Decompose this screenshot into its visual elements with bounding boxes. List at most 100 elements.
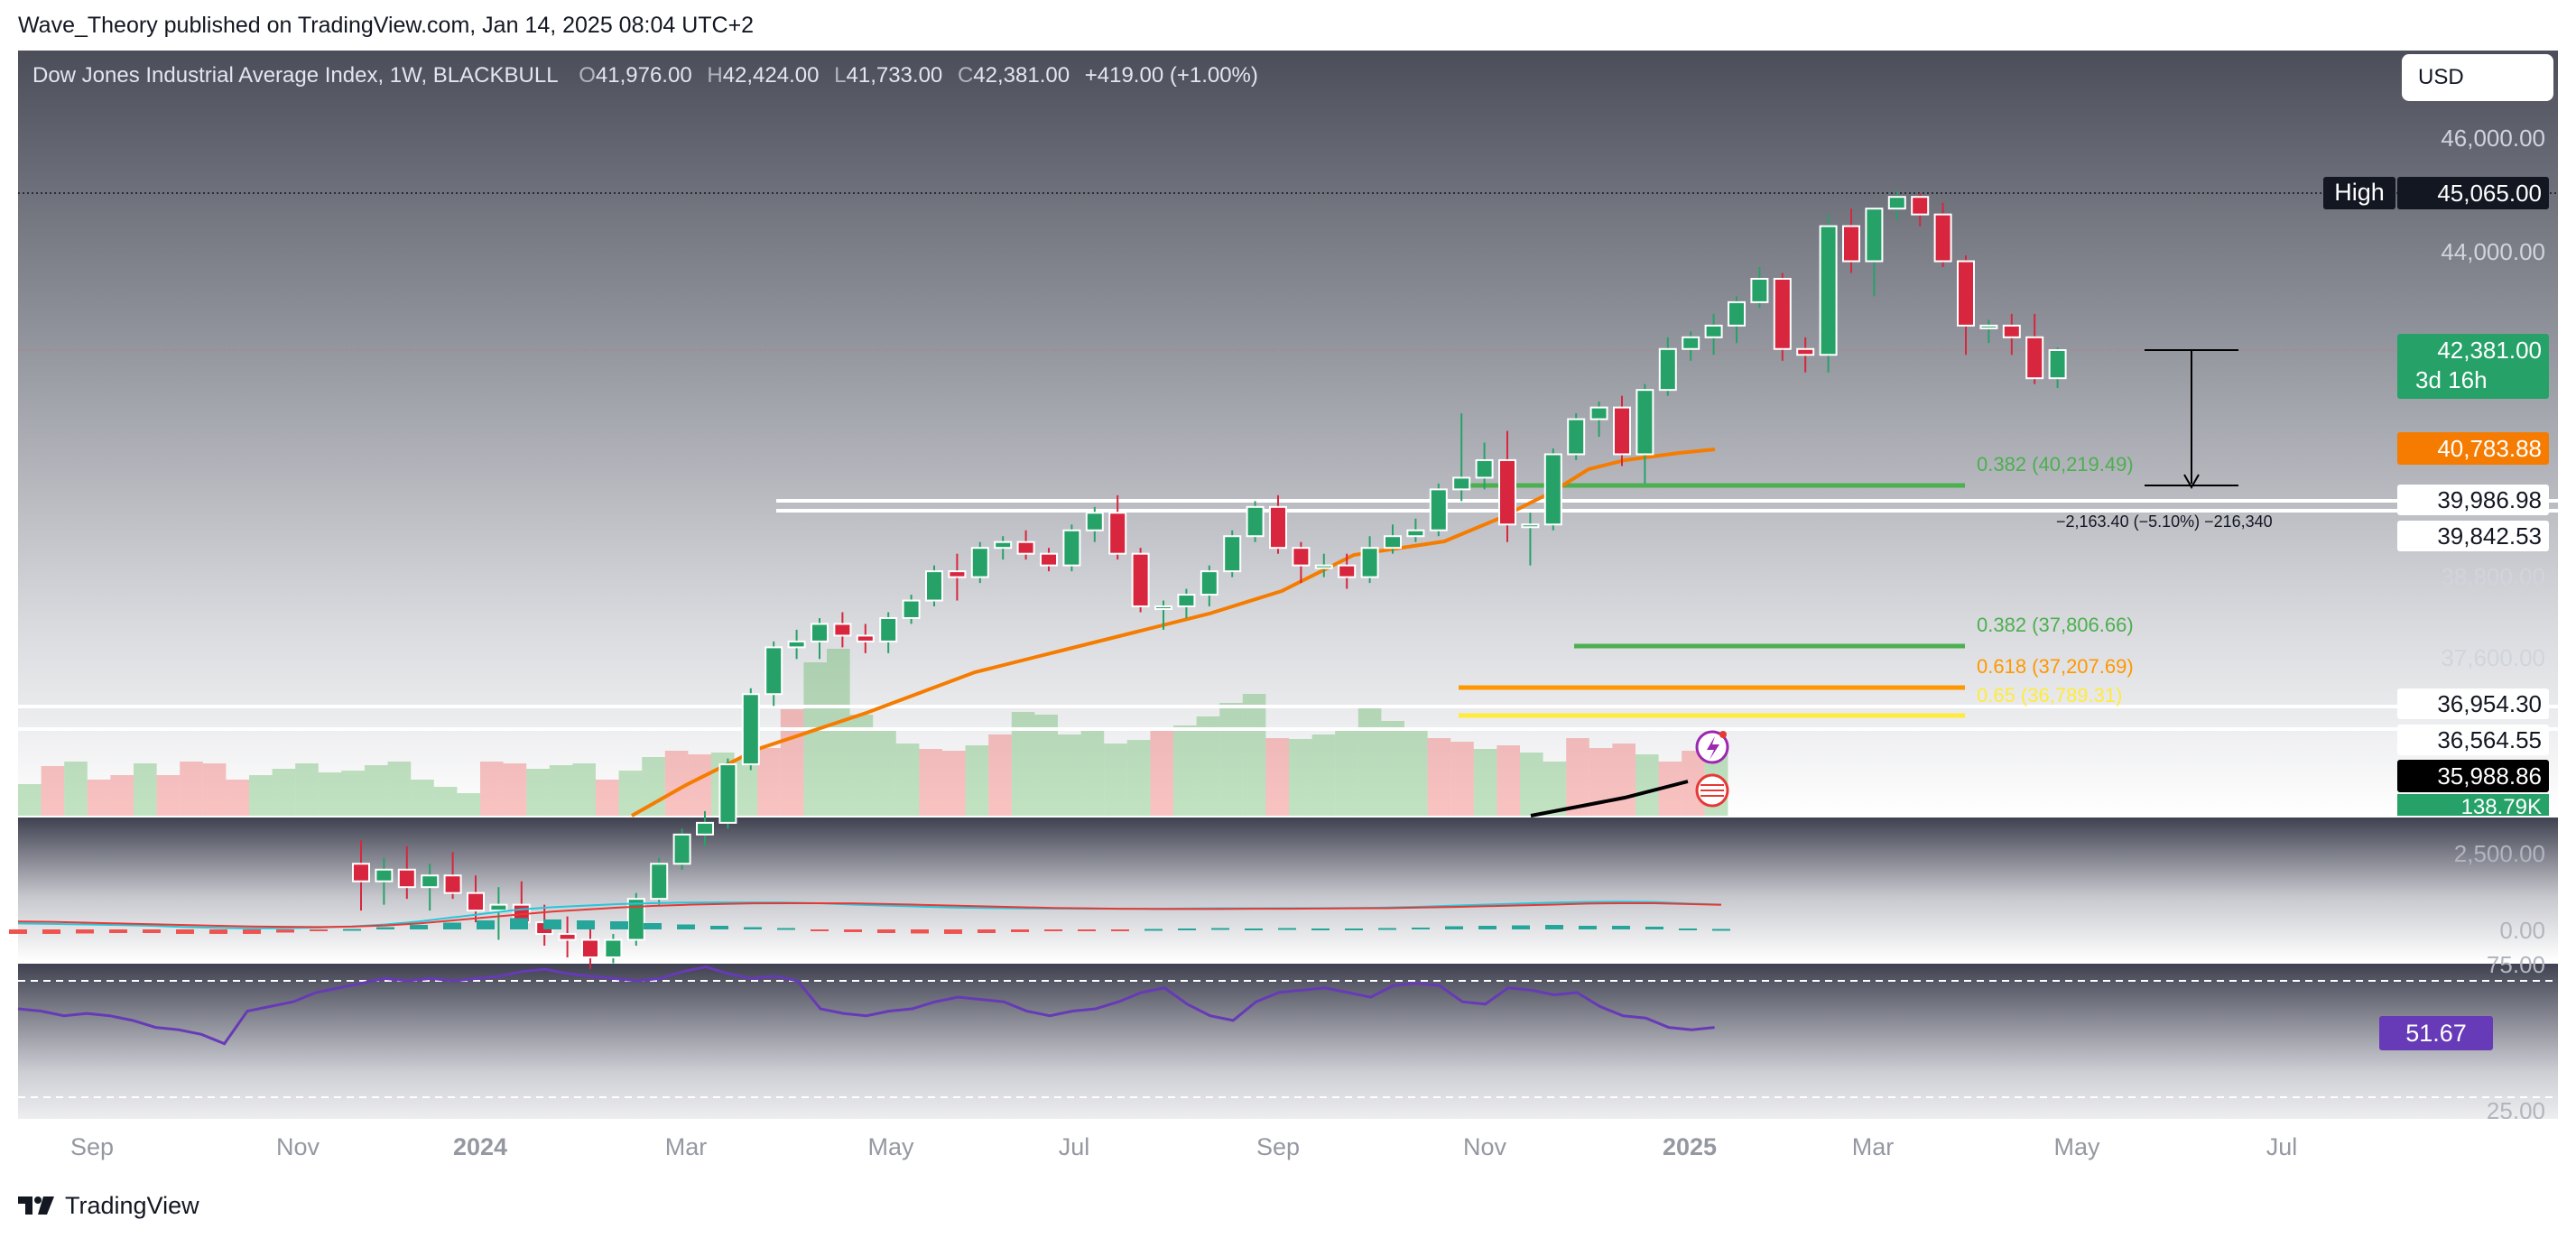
rsi-value-bg	[2379, 1016, 2493, 1050]
candle-body	[1384, 535, 1402, 550]
candle-body	[1085, 512, 1104, 531]
support-badge-2: 39,842.53	[2437, 522, 2542, 550]
currency-selector[interactable]: USD	[2402, 54, 2553, 101]
volume-bar	[1450, 742, 1474, 816]
rsi-pane[interactable]	[18, 964, 2558, 1144]
candle-body	[1223, 535, 1242, 573]
macd-histogram-bar	[877, 929, 895, 933]
macd-histogram-bar	[410, 925, 428, 929]
volume-bar	[895, 744, 920, 816]
candle-body	[489, 903, 508, 912]
volume-bar	[1566, 738, 1589, 816]
candle-body	[1314, 564, 1333, 569]
macd-histogram-bar	[577, 920, 595, 929]
macd-histogram-bar	[1044, 929, 1062, 931]
candle-body	[375, 868, 394, 882]
volume-bar	[272, 769, 296, 816]
macd-histogram-bar	[677, 924, 695, 929]
macd-histogram-bar	[978, 929, 996, 933]
volume-bar	[757, 748, 781, 816]
volume-bar	[1219, 703, 1243, 816]
candle-body	[1452, 476, 1471, 491]
candle-body	[1567, 418, 1586, 456]
annotations: −2,163.40 (−5.10%) −216,340 0.382 (40,219…	[1695, 349, 2273, 808]
candle-body	[1911, 196, 1930, 216]
candle-body	[1933, 213, 1952, 263]
candle-body	[1429, 488, 1448, 531]
candle-body	[1865, 208, 1884, 263]
candle-body	[1016, 540, 1035, 555]
ema-price-badge-bg	[2397, 432, 2549, 465]
horizontal-levels	[18, 192, 2558, 731]
candle-body	[1177, 594, 1196, 608]
candle-body	[397, 868, 416, 889]
candle-body	[1728, 300, 1746, 327]
candle-body	[558, 933, 577, 941]
rsi-axis-top: 75.00	[2487, 951, 2545, 978]
rsi-indicator	[17, 965, 2558, 1098]
volume-bar	[1520, 753, 1543, 816]
volume-bar	[1496, 745, 1520, 816]
high-value: 42,424.00	[722, 63, 820, 88]
volume-bar	[1335, 730, 1358, 816]
volume-bar	[596, 780, 619, 816]
candle-body	[1360, 547, 1379, 578]
ema-price-badge: 40,783.88	[2437, 435, 2542, 462]
candle-body	[1406, 529, 1425, 538]
flag-stripes	[1700, 784, 1724, 797]
volume-bar	[849, 715, 874, 816]
candle-body	[1750, 277, 1769, 303]
symbol-legend: Dow Jones Industrial Average Index, 1W, …	[32, 63, 1258, 88]
volume-bar	[87, 780, 111, 816]
support-badge-4: 36,564.55	[2437, 726, 2542, 753]
volume-bar	[365, 765, 388, 816]
tradingview-logo[interactable]: TradingView	[18, 1189, 199, 1222]
volume-bar	[572, 763, 596, 816]
macd-histogram-bar	[777, 928, 795, 930]
macd-histogram-bar	[176, 929, 194, 934]
black-ma-badge-bg	[2397, 760, 2549, 792]
tradingview-logo-icon	[18, 1196, 54, 1215]
candle-body	[1658, 347, 1677, 392]
candle-body	[1246, 505, 1265, 538]
candle-body	[2025, 336, 2044, 380]
macd-histogram-bar	[1245, 928, 1263, 930]
volume-bar	[1427, 738, 1451, 816]
fib-0618-label: 0.618 (37,207.69)	[1977, 655, 2134, 678]
macd-histogram-bar	[1478, 926, 1496, 929]
volume-bar	[734, 760, 758, 816]
macd-histogram-bar	[443, 922, 461, 929]
price-axis[interactable]: 46,000.00 44,000.00 38,800.00 37,600.00 High…	[2323, 125, 2549, 1124]
candle-body	[718, 763, 737, 824]
volume-bar	[433, 787, 458, 816]
price-tick-label: 37,600.00	[2441, 644, 2545, 671]
macd-histogram-bar	[710, 926, 728, 929]
macd-histogram-bar	[76, 929, 94, 934]
current-price-badge-bg	[2397, 334, 2549, 399]
volume-bar	[1311, 734, 1336, 816]
candle-body	[1108, 512, 1127, 555]
main-pane[interactable]	[18, 51, 2558, 816]
volume-bar	[1265, 738, 1289, 816]
candle-body	[1957, 260, 1975, 327]
ema-line	[631, 448, 1716, 818]
candle-body	[1521, 523, 1540, 529]
macd-pane[interactable]	[18, 818, 2558, 962]
time-axis[interactable]: Sep Nov 2024 Mar May Jul Sep Nov 2025 Mar May Jul	[18, 1119, 2558, 1177]
volume-bar	[180, 762, 203, 816]
candle-body	[672, 833, 691, 865]
current-price-value: 42,381.00	[2437, 337, 2542, 364]
macd-histogram-bar	[1011, 929, 1029, 932]
macd-polyline	[17, 901, 1722, 929]
volume-bar	[1242, 694, 1266, 816]
time-tick-label: May	[2053, 1133, 2100, 1160]
macd-histogram-bar	[844, 929, 862, 932]
macd-histogram-bar	[1545, 925, 1563, 929]
candle-body	[1200, 570, 1219, 596]
candle-body	[1269, 505, 1287, 550]
time-axis-bg	[18, 1119, 2558, 1177]
rsi-polyline	[17, 965, 1715, 1046]
volume-bar	[1173, 725, 1197, 816]
candle-body	[1498, 458, 1516, 526]
